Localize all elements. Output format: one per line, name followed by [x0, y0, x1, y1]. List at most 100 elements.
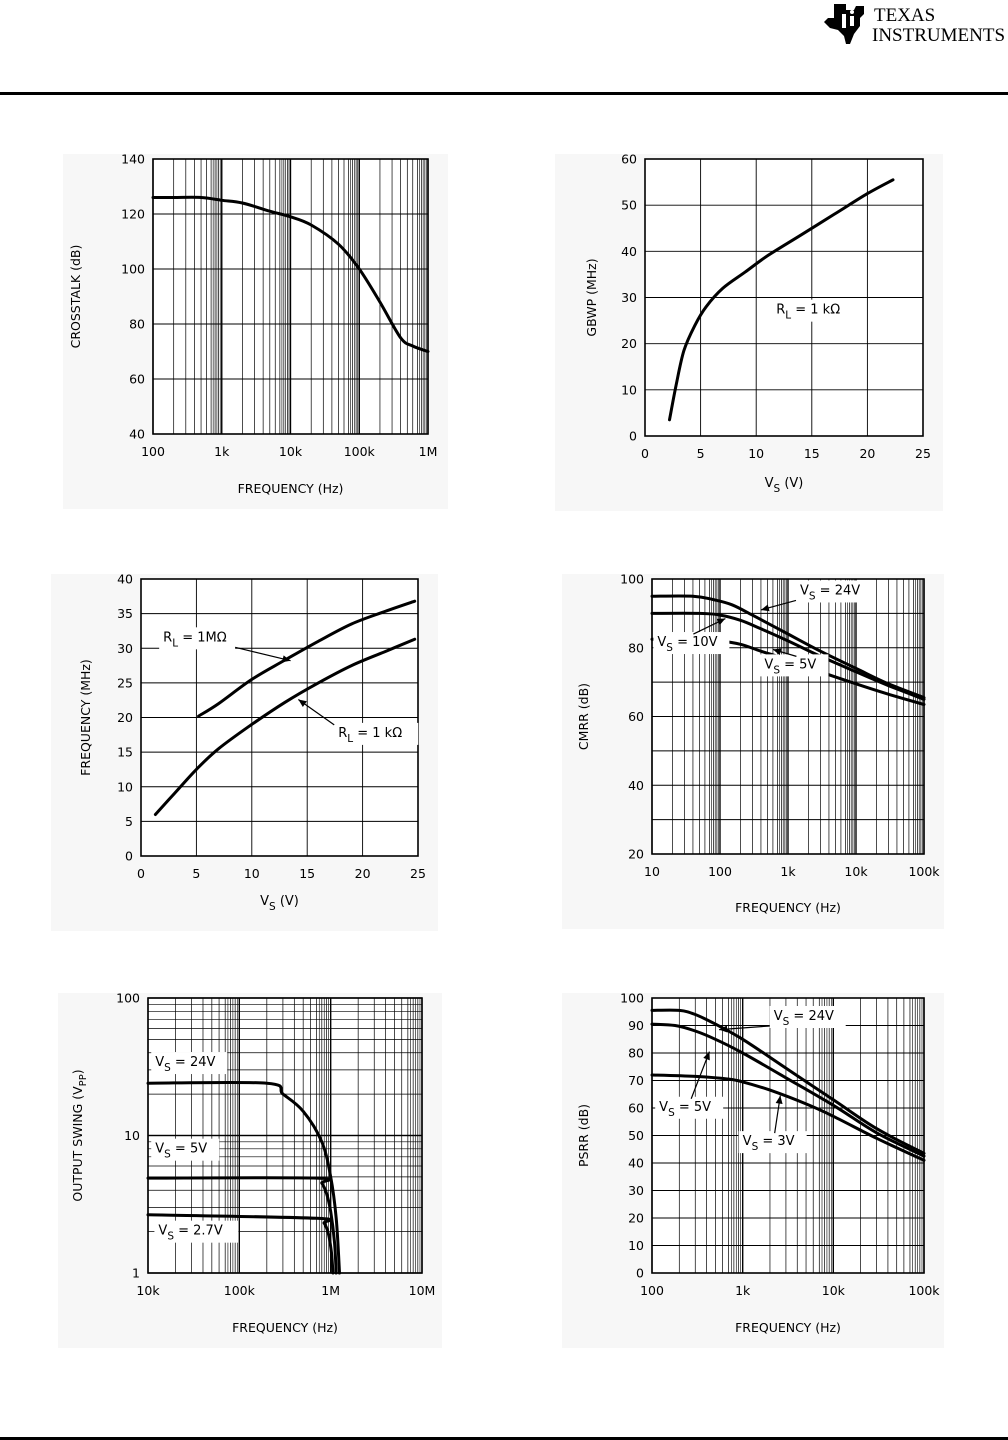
y-tick-label: 50 [628, 1128, 644, 1143]
x-tick-label: 10 [644, 864, 660, 879]
x-tick-label: 10k [822, 1283, 846, 1298]
y-tick-label: 100 [620, 572, 644, 587]
annotation-label-0: VS = 24V [800, 583, 860, 602]
y-tick-label: 60 [129, 372, 145, 387]
annotation-bg [760, 654, 829, 677]
y-tick-label: 20 [117, 710, 133, 725]
x-axis-label: FREQUENCY (Hz) [232, 1320, 338, 1335]
series-line-0 [650, 594, 926, 700]
annotation-arrowhead [281, 655, 291, 663]
x-tick-label: 1k [214, 444, 230, 459]
annotation-bg [154, 1220, 239, 1243]
series-line-1 [650, 611, 926, 701]
x-tick-label: 1k [780, 864, 796, 879]
x-tick-label: 100k [344, 444, 376, 459]
y-tick-label: 20 [628, 847, 644, 862]
annotation-arrow [235, 646, 291, 662]
y-tick-label: 60 [621, 152, 637, 167]
x-tick-label: 15 [299, 866, 315, 881]
x-tick-label: 10 [748, 446, 764, 461]
y-tick-label: 100 [620, 991, 644, 1006]
x-tick-label: 100k [224, 1283, 256, 1298]
x-tick-label: 20 [355, 866, 371, 881]
plot-frame [147, 997, 423, 1274]
logo-line1: TEXAS [874, 5, 936, 26]
x-tick-label: 15 [804, 446, 820, 461]
y-axis-label: PSRR (dB) [576, 1104, 591, 1167]
annotation-bg [795, 580, 872, 603]
annotation-label-0: RL = 1 kΩ [776, 303, 840, 322]
y-tick-label: 10 [628, 1238, 644, 1253]
y-tick-label: 40 [117, 572, 133, 587]
y-tick-label: 40 [628, 1156, 644, 1171]
y-tick-label: 70 [628, 1073, 644, 1088]
x-tick-label: 10M [409, 1283, 436, 1298]
x-tick-label: 100k [908, 1283, 940, 1298]
x-axis-label: FREQUENCY (Hz) [735, 1320, 841, 1335]
x-tick-label: 5 [192, 866, 200, 881]
ti-logo-text: TEXAS INSTRUMENTS [872, 5, 1006, 46]
x-tick-label: 25 [915, 446, 931, 461]
y-axis-label: CROSSTALK (dB) [68, 245, 83, 349]
series-line-0 [151, 195, 430, 353]
y-tick-label: 80 [628, 640, 644, 655]
y-tick-label: 20 [621, 336, 637, 351]
x-tick-label: 10 [244, 866, 260, 881]
series-line-2 [146, 1213, 335, 1275]
annotation-arrow [690, 1051, 710, 1099]
x-tick-label: 10k [279, 444, 303, 459]
plot-frame [140, 578, 419, 857]
annotation-bg [772, 299, 857, 322]
x-tick-label: 0 [137, 866, 145, 881]
x-tick-label: 100 [141, 444, 165, 459]
annotation-label-0: VS = 24V [155, 1055, 215, 1074]
annotation-bg [334, 722, 419, 745]
series-line-0 [146, 1080, 341, 1275]
plot-frame [644, 158, 924, 437]
x-tick-label: 100 [708, 864, 732, 879]
y-tick-label: 40 [621, 244, 637, 259]
series-line-2 [650, 1073, 926, 1162]
series-line-0 [197, 599, 417, 718]
y-tick-label: 50 [621, 198, 637, 213]
series-line-1 [146, 1176, 338, 1275]
x-tick-label: 1M [321, 1283, 340, 1298]
annotation-label-2: VS = 3V [743, 1134, 795, 1153]
y-tick-label: 30 [621, 290, 637, 305]
chart-psrr: 100 1k 10k 100k 0 10 20 30 40 50 60 70 80 90 100 FREQUE… [562, 991, 944, 1348]
x-tick-label: 1k [735, 1283, 751, 1298]
annotation-label-2: VS = 5V [764, 657, 816, 676]
annotation-label-1: VS = 5V [659, 1100, 711, 1119]
annotation-arrowhead [703, 1051, 710, 1061]
x-tick-label: 100 [640, 1283, 664, 1298]
logo-line2: INSTRUMENTS [872, 25, 1006, 46]
annotation-bg [738, 1131, 807, 1154]
y-tick-label: 0 [125, 849, 133, 864]
y-axis-label: FREQUENCY (MHz) [78, 659, 93, 776]
annotation-label-2: VS = 2.7V [158, 1224, 222, 1243]
annotation-arrowhead [719, 1025, 728, 1033]
chart-crosstalk: 100 1k 10k 100k 1M 40 60 80 100 120 140 FREQUENCY (… [63, 152, 448, 509]
plot-frame [152, 158, 429, 435]
plot-frame [651, 578, 925, 855]
y-axis-label: GBWP (MHz) [584, 258, 599, 336]
annotation-label-0: RL = 1MΩ [163, 630, 227, 649]
chart-cmrr: 10 100 1k 10k 100k 20 40 60 80 100 FREQUENCY (Hz) C… [562, 572, 944, 929]
y-tick-label: 40 [628, 778, 644, 793]
chart-gbwp: 0 5 10 15 20 25 0 10 20 30 40 50 60 VS (V) GBWP (MHz) R… [555, 152, 943, 511]
chart-output_swing: 10k 100k 1M 10M 1 10 100 FREQUENCY (Hz) OUTPUT S… [58, 991, 442, 1348]
y-tick-label: 15 [117, 745, 133, 760]
y-tick-label: 0 [636, 1266, 644, 1281]
annotation-label-1: VS = 10V [657, 635, 717, 654]
y-tick-label: 100 [116, 991, 140, 1006]
x-tick-label: 25 [410, 866, 426, 881]
plot-frame [651, 997, 925, 1274]
x-tick-label: 5 [697, 446, 705, 461]
annotation-bg [159, 627, 236, 650]
y-tick-label: 20 [628, 1211, 644, 1226]
y-tick-label: 30 [117, 641, 133, 656]
y-tick-label: 90 [628, 1018, 644, 1033]
y-axis-label: OUTPUT SWING (VPP) [70, 1069, 89, 1201]
y-tick-label: 40 [129, 427, 145, 442]
y-tick-label: 35 [117, 606, 133, 621]
